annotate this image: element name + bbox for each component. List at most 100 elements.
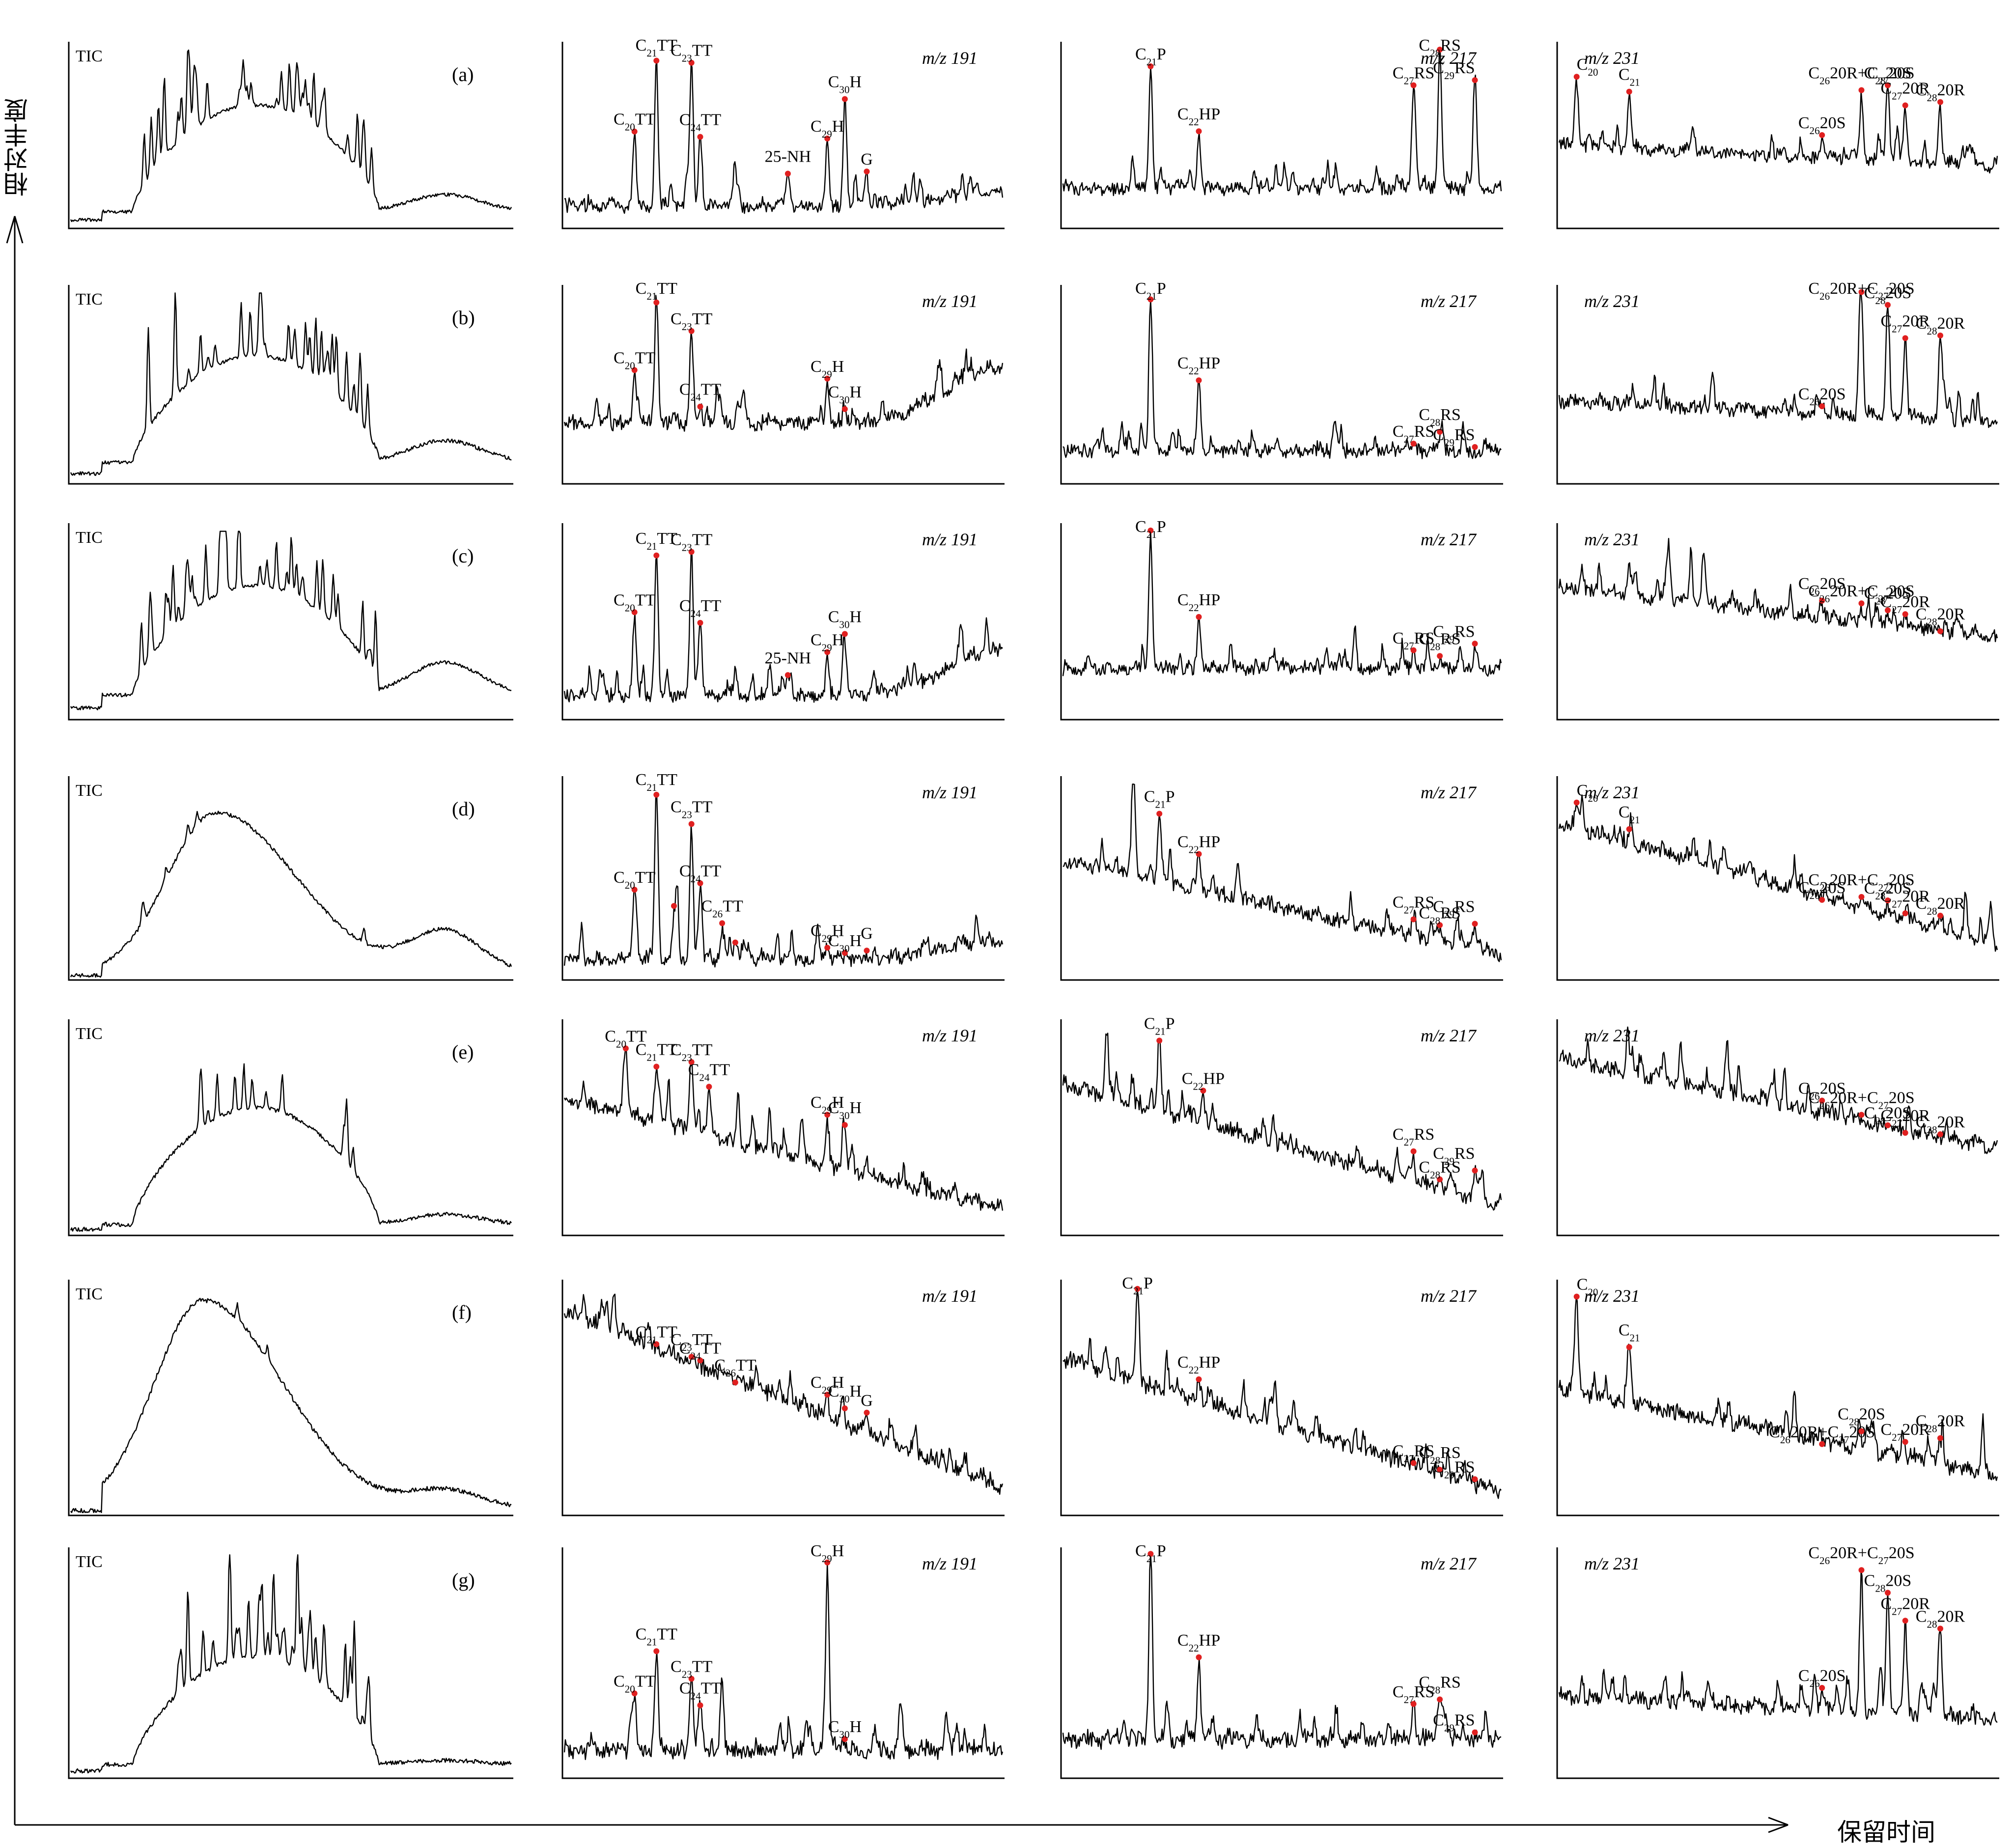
peak-label: C21 <box>1619 803 1640 826</box>
peak-marker <box>1937 628 1943 634</box>
trace-m231 <box>1558 77 1998 174</box>
peak-label: C2620S <box>1798 575 1846 597</box>
trace-m217 <box>1062 50 1502 196</box>
peak-marker <box>1410 1701 1417 1707</box>
peak-marker <box>1573 1293 1580 1300</box>
peak-marker <box>1196 1376 1202 1382</box>
trace-m217 <box>1062 1289 1502 1499</box>
peak-marker <box>841 1736 848 1742</box>
peak-marker <box>1885 1122 1891 1128</box>
peak-label: C28RS <box>1419 36 1460 59</box>
peak-label: C21TT <box>636 1040 678 1063</box>
x-axis-title: 保留时间 <box>1837 1818 1935 1847</box>
trace-m231 <box>1558 292 1998 428</box>
peak-label: C29RS <box>1433 1458 1475 1481</box>
panel-e-m231: m/z 231 C2620SC2620R+C2720SC2820SC2720RC2… <box>1556 1019 1999 1236</box>
peak-marker <box>841 1405 848 1411</box>
panel-axes <box>1060 42 1503 229</box>
panel-axes <box>1060 776 1503 981</box>
peak-label: C2820S <box>1838 1405 1885 1428</box>
panel-axes <box>1060 285 1503 485</box>
tic-label: TIC <box>76 1553 103 1571</box>
peak-marker <box>688 1059 695 1065</box>
peak-label: C21P <box>1135 45 1166 68</box>
peak-marker <box>688 59 695 66</box>
ion-label: m/z 217 <box>1421 48 1477 68</box>
peak-marker <box>1819 403 1825 409</box>
peak-marker <box>1885 82 1891 88</box>
peak-label: C24TT <box>679 597 722 619</box>
peak-marker <box>697 1357 703 1364</box>
row-label: (d) <box>452 798 475 820</box>
peak-marker <box>1819 132 1825 138</box>
peak-label: C27RS <box>1393 64 1434 87</box>
ion-label: m/z 217 <box>1421 530 1477 549</box>
row-label: (c) <box>452 545 474 567</box>
peak-label: C28RS <box>1419 1158 1460 1181</box>
peak-marker <box>1156 811 1163 817</box>
peak-label: C2820S <box>1864 1571 1912 1594</box>
peak-marker <box>688 328 695 334</box>
peak-marker <box>1902 910 1908 917</box>
peak-label: C29H <box>811 922 844 944</box>
peak-marker <box>1626 1344 1632 1350</box>
peak-label: C20TT <box>614 111 656 133</box>
peak-label: C26TT <box>701 897 743 920</box>
peak-marker <box>1937 1131 1943 1137</box>
trace-m217 <box>1062 531 1502 677</box>
peak-marker <box>1858 289 1865 295</box>
peak-label: C29H <box>811 117 844 140</box>
peak-label: C27RS <box>1393 1125 1434 1148</box>
peak-label: C20 <box>1577 782 1598 804</box>
ion-label: m/z 231 <box>1584 1026 1640 1045</box>
panel-axes <box>1556 42 1999 229</box>
panel-axes <box>561 1547 1005 1779</box>
peak-label: C2820S <box>1864 284 1912 307</box>
tic-label: TIC <box>76 47 103 65</box>
peak-marker <box>631 609 638 616</box>
peak-label: C23TT <box>671 531 713 553</box>
peak-label: C2720R <box>1880 80 1930 102</box>
peak-marker <box>1902 335 1908 341</box>
peak-marker <box>1472 641 1478 647</box>
peak-marker <box>631 367 638 373</box>
trace-m191 <box>563 1563 1004 1760</box>
y-axis-arrow <box>6 216 24 1825</box>
ion-label: m/z 217 <box>1421 291 1477 311</box>
peak-label: C21P <box>1135 280 1166 302</box>
peak-label: C27RS <box>1393 894 1434 916</box>
ion-label: m/z 231 <box>1584 783 1640 802</box>
peak-label: C20TT <box>614 349 656 371</box>
peak-marker <box>824 1559 831 1566</box>
ion-label: m/z 191 <box>922 1026 978 1045</box>
peak-label: C26TT <box>714 1356 756 1379</box>
row-label: (g) <box>452 1569 475 1591</box>
peak-label: C21P <box>1122 1274 1153 1297</box>
peak-marker <box>841 406 848 412</box>
peak-marker <box>719 920 726 926</box>
trace-m191 <box>563 295 1004 432</box>
panel-axes <box>68 1547 513 1779</box>
trace-m191 <box>563 792 1004 968</box>
peak-marker <box>1902 611 1908 617</box>
peak-marker <box>1819 1097 1825 1104</box>
peak-marker <box>1147 528 1154 533</box>
peak-marker <box>1902 1439 1908 1445</box>
peak-label: C2820R <box>1916 314 1965 337</box>
ion-label: m/z 217 <box>1421 1554 1477 1573</box>
tic-label: TIC <box>76 1025 103 1043</box>
peak-label: C2620R+C2720S <box>1808 1544 1914 1567</box>
ion-label: m/z 231 <box>1584 530 1640 549</box>
trace-tic <box>70 49 512 223</box>
peak-marker <box>697 880 703 886</box>
peak-label: C28RS <box>1419 904 1460 926</box>
peak-marker <box>1147 63 1154 69</box>
peak-label: C30H <box>828 1382 862 1405</box>
